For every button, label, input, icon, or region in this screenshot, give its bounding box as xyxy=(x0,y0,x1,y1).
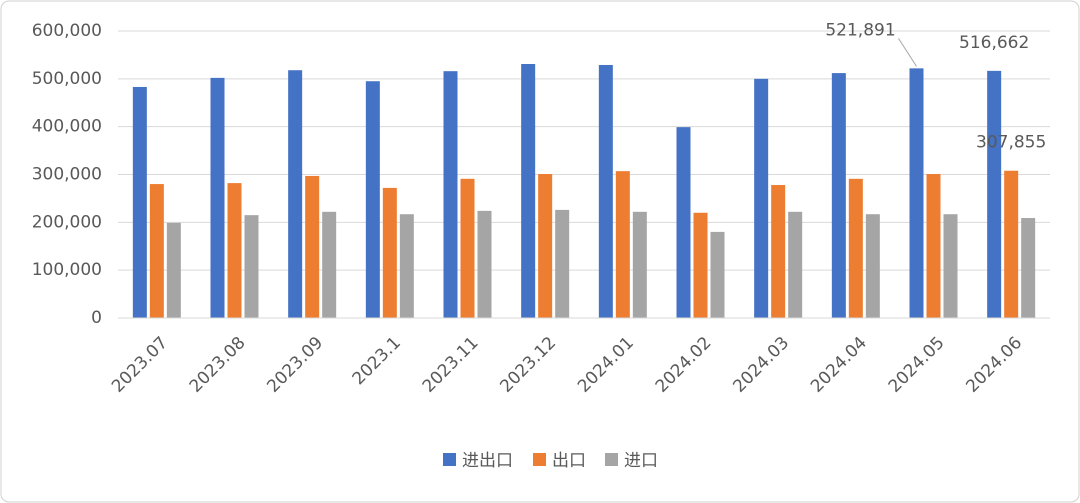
bar xyxy=(598,64,613,318)
bar xyxy=(615,171,630,318)
bar xyxy=(477,210,492,318)
data-label: 516,662 xyxy=(959,33,1029,53)
bar xyxy=(149,184,164,318)
bar xyxy=(166,222,181,318)
bar xyxy=(288,70,303,319)
bar xyxy=(693,212,708,318)
y-tick-label: 100,000 xyxy=(32,260,102,280)
bar xyxy=(987,70,1002,318)
y-tick-label: 400,000 xyxy=(32,117,102,137)
bar xyxy=(676,127,691,319)
y-tick-label: 0 xyxy=(91,308,102,328)
y-tick-label: 500,000 xyxy=(32,69,102,89)
bar xyxy=(1004,170,1019,318)
bar xyxy=(788,211,803,318)
data-label: 307,855 xyxy=(976,133,1046,153)
legend-label: 进口 xyxy=(624,451,658,471)
bar xyxy=(943,214,958,318)
bar xyxy=(754,78,769,318)
bar xyxy=(210,77,225,318)
bar xyxy=(710,231,725,318)
bar xyxy=(322,211,337,318)
y-tick-label: 300,000 xyxy=(32,165,102,185)
bar xyxy=(365,81,380,318)
legend-label: 进出口 xyxy=(462,451,513,471)
bar xyxy=(771,185,786,318)
bar xyxy=(555,209,570,318)
legend-swatch xyxy=(443,453,456,466)
legend-swatch xyxy=(605,453,618,466)
bar xyxy=(865,214,880,318)
bar xyxy=(521,64,536,318)
legend-swatch xyxy=(533,453,546,466)
y-tick-label: 600,000 xyxy=(32,21,102,41)
bar xyxy=(305,175,320,318)
y-tick-label: 200,000 xyxy=(32,212,102,232)
bar xyxy=(460,178,475,318)
data-label: 521,891 xyxy=(825,20,895,40)
bar xyxy=(382,187,397,318)
bar xyxy=(909,68,924,318)
bar xyxy=(926,174,941,318)
bar xyxy=(227,183,242,318)
leader-line xyxy=(898,38,917,67)
bar xyxy=(399,214,414,318)
legend-label: 出口 xyxy=(552,451,586,471)
bar xyxy=(443,71,458,319)
bar xyxy=(1021,218,1036,318)
bar xyxy=(244,215,259,318)
bar xyxy=(538,174,553,318)
bar xyxy=(132,86,147,318)
bar xyxy=(831,73,846,319)
bar xyxy=(632,211,647,318)
bar xyxy=(848,178,863,318)
